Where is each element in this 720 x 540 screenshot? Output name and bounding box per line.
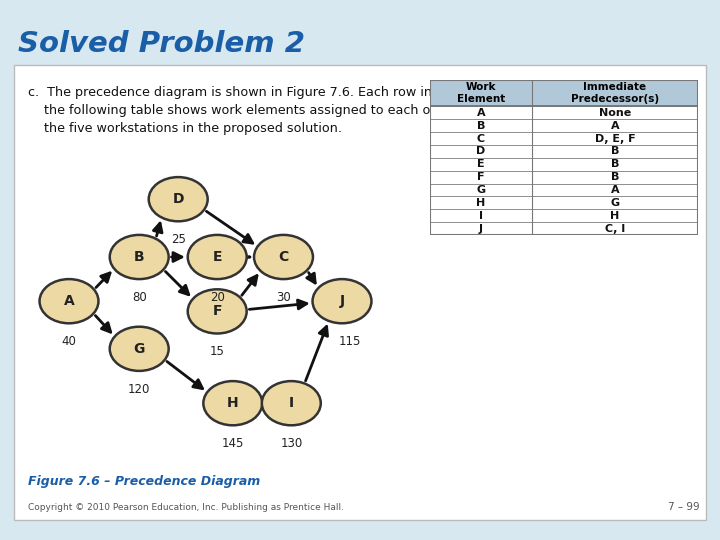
Text: I: I xyxy=(479,211,483,221)
Text: Immediate
Predecessor(s): Immediate Predecessor(s) xyxy=(571,83,659,104)
Text: G: G xyxy=(477,185,485,195)
Text: 30: 30 xyxy=(276,291,291,304)
Bar xyxy=(14,65,706,520)
Text: 20: 20 xyxy=(210,291,225,304)
Text: C, I: C, I xyxy=(605,224,625,234)
Text: J: J xyxy=(339,294,345,308)
Text: 115: 115 xyxy=(338,335,361,348)
Bar xyxy=(430,158,698,171)
Text: 130: 130 xyxy=(280,437,302,450)
Bar xyxy=(430,222,698,235)
Text: E: E xyxy=(477,159,485,169)
Bar xyxy=(430,171,698,184)
Bar xyxy=(430,106,698,119)
Text: D: D xyxy=(477,146,485,157)
Ellipse shape xyxy=(203,381,262,426)
Text: 145: 145 xyxy=(222,437,244,450)
Text: F: F xyxy=(212,305,222,319)
Ellipse shape xyxy=(188,235,247,279)
Text: C: C xyxy=(477,133,485,144)
Ellipse shape xyxy=(109,235,168,279)
Text: 7 – 99: 7 – 99 xyxy=(668,502,700,512)
Text: None: None xyxy=(599,108,631,118)
Ellipse shape xyxy=(254,235,313,279)
Text: B: B xyxy=(611,146,619,157)
Text: the following table shows work elements assigned to each of: the following table shows work elements … xyxy=(28,104,435,117)
Bar xyxy=(430,80,698,106)
Text: the five workstations in the proposed solution.: the five workstations in the proposed so… xyxy=(28,122,342,135)
Ellipse shape xyxy=(262,381,321,426)
Text: B: B xyxy=(611,159,619,169)
Bar xyxy=(430,210,698,222)
Text: 15: 15 xyxy=(210,346,225,359)
Text: G: G xyxy=(133,342,145,356)
Text: B: B xyxy=(477,120,485,131)
Text: 25: 25 xyxy=(171,233,186,246)
Bar xyxy=(430,132,698,145)
Ellipse shape xyxy=(149,177,207,221)
Bar xyxy=(430,184,698,197)
Text: H: H xyxy=(227,396,238,410)
Bar xyxy=(430,197,698,210)
Bar xyxy=(430,145,698,158)
Text: F: F xyxy=(477,172,485,182)
Text: D: D xyxy=(173,192,184,206)
Text: A: A xyxy=(611,120,619,131)
Text: A: A xyxy=(63,294,74,308)
Text: G: G xyxy=(611,198,619,208)
Text: 40: 40 xyxy=(62,335,76,348)
Text: A: A xyxy=(477,108,485,118)
Text: H: H xyxy=(611,211,619,221)
Text: C: C xyxy=(279,250,289,264)
Text: B: B xyxy=(134,250,145,264)
Text: c.  The precedence diagram is shown in Figure 7.6. Each row in: c. The precedence diagram is shown in Fi… xyxy=(28,86,432,99)
Bar xyxy=(430,119,698,132)
Text: Solved Problem 2: Solved Problem 2 xyxy=(18,30,305,58)
Ellipse shape xyxy=(40,279,99,323)
Ellipse shape xyxy=(312,279,372,323)
Text: J: J xyxy=(479,224,483,234)
Ellipse shape xyxy=(109,327,168,371)
Text: E: E xyxy=(212,250,222,264)
Text: A: A xyxy=(611,185,619,195)
Text: Work
Element: Work Element xyxy=(456,83,505,104)
Text: 120: 120 xyxy=(128,383,150,396)
Text: H: H xyxy=(477,198,485,208)
Text: B: B xyxy=(611,172,619,182)
Text: 80: 80 xyxy=(132,291,147,304)
Text: Copyright © 2010 Pearson Education, Inc. Publishing as Prentice Hall.: Copyright © 2010 Pearson Education, Inc.… xyxy=(28,503,344,512)
Ellipse shape xyxy=(188,289,247,334)
Text: D, E, F: D, E, F xyxy=(595,133,635,144)
Text: I: I xyxy=(289,396,294,410)
Text: Figure 7.6 – Precedence Diagram: Figure 7.6 – Precedence Diagram xyxy=(28,475,260,488)
